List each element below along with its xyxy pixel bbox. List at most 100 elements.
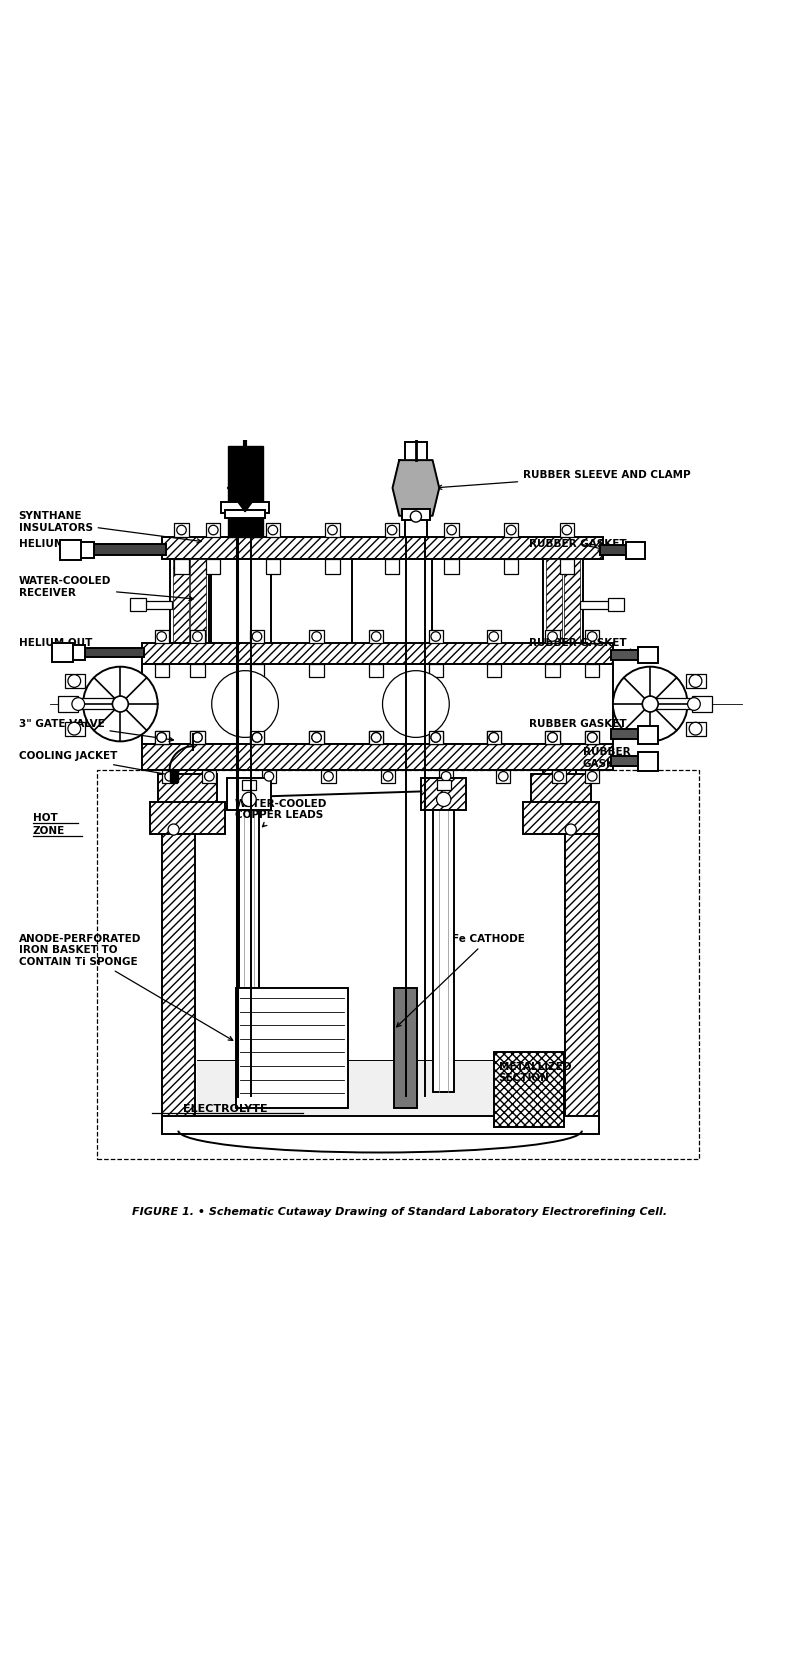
Bar	[250, 630, 264, 643]
Bar	[142, 665, 613, 744]
Bar	[65, 673, 85, 688]
Bar	[434, 791, 454, 1092]
Bar	[439, 770, 454, 782]
Polygon shape	[393, 461, 439, 516]
Bar	[174, 559, 189, 575]
Bar	[560, 559, 574, 575]
Bar	[494, 1052, 564, 1127]
Bar	[206, 559, 221, 575]
Bar	[174, 523, 189, 538]
Circle shape	[387, 526, 397, 534]
Circle shape	[689, 722, 702, 735]
Bar	[504, 559, 518, 575]
Circle shape	[548, 732, 558, 742]
Bar	[504, 523, 518, 538]
Circle shape	[587, 772, 597, 781]
Circle shape	[193, 732, 202, 742]
Bar	[369, 630, 383, 643]
Circle shape	[193, 631, 202, 642]
Circle shape	[205, 772, 214, 781]
Circle shape	[437, 792, 451, 807]
Bar	[626, 543, 646, 559]
Bar	[158, 774, 218, 806]
Bar	[686, 673, 706, 688]
Bar	[170, 770, 203, 834]
Circle shape	[548, 732, 558, 742]
Circle shape	[410, 511, 422, 523]
Bar	[226, 511, 265, 518]
Bar	[564, 559, 579, 663]
Bar	[352, 559, 432, 663]
Bar	[170, 559, 210, 663]
Bar	[429, 630, 443, 643]
Bar	[227, 777, 271, 809]
Text: METALLIZED
SECTION: METALLIZED SECTION	[498, 1062, 571, 1084]
Bar	[600, 544, 628, 556]
Bar	[310, 630, 324, 643]
Bar	[531, 774, 590, 806]
Bar	[154, 630, 169, 643]
Bar	[385, 523, 399, 538]
Circle shape	[212, 670, 278, 737]
Circle shape	[157, 631, 166, 642]
Circle shape	[312, 732, 322, 742]
Bar	[445, 559, 458, 575]
Polygon shape	[228, 464, 262, 513]
Bar	[608, 598, 624, 611]
Bar	[686, 722, 706, 735]
Circle shape	[587, 732, 597, 742]
Bar	[58, 697, 78, 712]
Circle shape	[498, 772, 508, 781]
Bar	[222, 502, 269, 513]
Circle shape	[642, 697, 658, 712]
Bar	[81, 648, 144, 657]
Circle shape	[83, 667, 158, 742]
Circle shape	[566, 824, 576, 836]
Circle shape	[242, 792, 256, 807]
Circle shape	[506, 526, 516, 534]
Circle shape	[687, 698, 700, 710]
Bar	[486, 665, 501, 677]
Bar	[250, 730, 264, 744]
Bar	[486, 730, 501, 744]
Circle shape	[177, 526, 186, 534]
Circle shape	[371, 732, 381, 742]
Bar	[154, 665, 169, 677]
Bar	[610, 757, 641, 765]
Bar	[648, 698, 695, 709]
Bar	[142, 601, 172, 608]
Bar	[546, 630, 560, 643]
Circle shape	[252, 732, 262, 742]
Bar	[429, 730, 443, 744]
Text: RUBBER
GASKET: RUBBER GASKET	[582, 747, 637, 769]
Bar	[310, 665, 324, 677]
Bar	[211, 559, 270, 663]
Bar	[381, 770, 395, 782]
Circle shape	[68, 722, 81, 735]
Bar	[369, 665, 383, 677]
Bar	[228, 446, 262, 538]
Circle shape	[554, 772, 564, 781]
Bar	[250, 730, 264, 744]
Bar	[60, 541, 81, 559]
Bar	[580, 601, 610, 608]
Bar	[543, 770, 576, 834]
Bar	[546, 730, 560, 744]
Text: RUBBER GASKET: RUBBER GASKET	[529, 638, 634, 653]
Bar	[692, 697, 712, 712]
Bar	[429, 730, 443, 744]
Circle shape	[489, 732, 498, 742]
Circle shape	[431, 732, 441, 742]
Bar	[52, 643, 73, 662]
Bar	[130, 598, 146, 611]
Bar	[190, 630, 205, 643]
Circle shape	[587, 732, 597, 742]
Circle shape	[268, 526, 278, 534]
Circle shape	[312, 631, 322, 642]
Bar	[394, 988, 418, 1107]
Bar	[566, 834, 598, 1119]
Bar	[190, 730, 205, 744]
Bar	[162, 1116, 598, 1134]
Bar	[154, 730, 169, 744]
Bar	[250, 665, 264, 677]
